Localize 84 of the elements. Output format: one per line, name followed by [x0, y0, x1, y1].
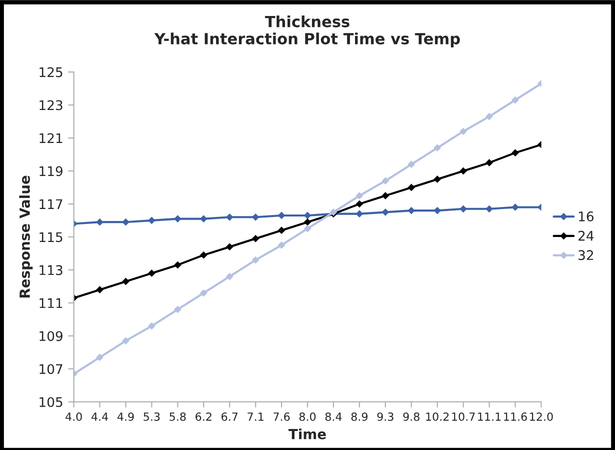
point: [252, 256, 260, 264]
point: [460, 167, 467, 174]
x-tick-label: 4.0: [66, 412, 82, 421]
point: [122, 218, 130, 226]
x-tick-label: 10.2: [426, 412, 449, 421]
x-tick-label: 11.6: [504, 412, 527, 421]
y-tick-label: 117: [40, 199, 62, 209]
point: [148, 270, 156, 277]
point: [434, 144, 441, 152]
x-tick-label: 6.2: [196, 412, 212, 421]
point: [304, 212, 311, 219]
point: [512, 149, 519, 156]
y-tick-label: 113: [40, 265, 62, 276]
point: [382, 208, 389, 216]
point: [486, 159, 493, 166]
y-tick-label: 121: [40, 133, 62, 143]
point: [252, 214, 260, 221]
x-tick-label: 7.1: [248, 412, 264, 421]
y-tick-label: 111: [40, 298, 62, 308]
point: [96, 286, 104, 294]
point: [278, 212, 285, 219]
x-tick-label: 9.3: [377, 412, 394, 421]
point: [512, 204, 519, 211]
legend-label: 32: [578, 250, 594, 260]
x-tick-label: 8.9: [351, 412, 368, 421]
x-axis-title: Time: [288, 428, 326, 440]
point: [174, 215, 182, 222]
point: [148, 216, 156, 224]
x-tick-label: 5.3: [144, 412, 160, 421]
y-tick-label: 125: [40, 67, 62, 78]
point: [460, 128, 467, 135]
point: [174, 261, 182, 268]
point: [356, 192, 363, 200]
point: [356, 200, 363, 208]
x-tick-label: 7.6: [274, 412, 290, 421]
point: [278, 242, 285, 249]
legend-label: 24: [578, 230, 594, 241]
x-tick-label: 12.0: [530, 412, 553, 421]
point: [174, 306, 182, 313]
point: [434, 176, 441, 183]
point: [96, 354, 104, 361]
point: [226, 273, 234, 280]
x-tick-label: 10.7: [452, 412, 475, 421]
point: [278, 226, 285, 234]
point: [304, 218, 311, 226]
point: [252, 235, 260, 242]
point: [200, 290, 208, 296]
point: [382, 177, 389, 184]
point: [408, 184, 415, 191]
y-tick-label: 115: [40, 232, 62, 242]
point: [304, 225, 311, 232]
y-tick-label: 119: [40, 166, 62, 176]
x-tick-label: 8.0: [299, 412, 316, 421]
point: [226, 214, 234, 221]
point: [382, 192, 389, 200]
point: [460, 205, 467, 212]
point: [148, 322, 156, 330]
y-tick-label: 109: [40, 331, 62, 342]
point: [200, 252, 208, 259]
y-tick-label: 107: [40, 364, 62, 374]
y-tick-label: 105: [40, 397, 62, 408]
point: [96, 218, 104, 226]
point: [122, 278, 130, 285]
point: [356, 210, 363, 218]
y-tick-label: 123: [40, 100, 62, 110]
x-tick-label: 8.4: [325, 412, 342, 421]
legend-label: 16: [578, 211, 594, 222]
point: [434, 207, 441, 214]
point: [486, 113, 493, 120]
x-tick-label: 9.8: [403, 412, 420, 421]
x-tick-label: 11.1: [478, 412, 501, 421]
x-tick-label: 4.9: [117, 412, 134, 421]
x-tick-label: 5.8: [170, 412, 186, 421]
chart-title: Thickness Y-hat Interaction Plot Time vs Temp: [154, 16, 460, 48]
point: [122, 337, 130, 344]
point: [486, 205, 493, 212]
point: [226, 243, 234, 250]
point: [512, 96, 519, 104]
x-tick-label: 4.4: [91, 412, 108, 421]
point: [408, 160, 415, 168]
y-axis-title: Response Value: [19, 176, 33, 298]
x-tick-label: 6.7: [222, 412, 238, 421]
point: [200, 215, 208, 222]
point: [408, 207, 415, 214]
